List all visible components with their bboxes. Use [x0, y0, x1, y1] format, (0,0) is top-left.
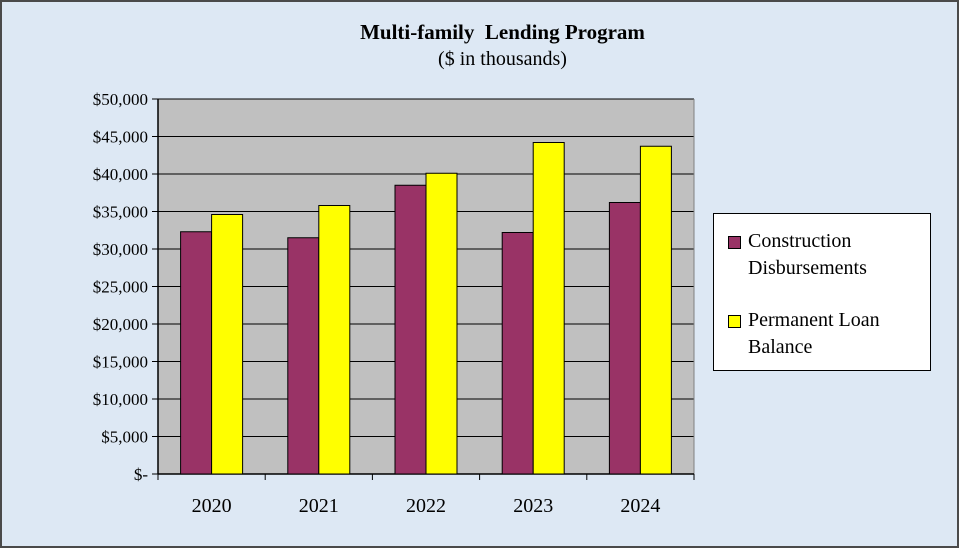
bar-construction	[394, 184, 427, 475]
legend: Construction Disbursements Permanent Loa…	[713, 213, 931, 371]
bar-permanent	[639, 145, 672, 475]
x-tick-label: 2022	[406, 495, 446, 517]
y-tick-label: $25,000	[93, 278, 148, 297]
bar-construction	[608, 202, 641, 475]
y-tick-label: $30,000	[93, 240, 148, 259]
y-tick-label: $40,000	[93, 165, 148, 184]
y-tick-label: $35,000	[93, 203, 148, 222]
y-tick-label: $5,000	[101, 428, 148, 447]
bar-construction	[287, 237, 320, 475]
bar-permanent	[211, 214, 244, 475]
bar-construction	[501, 232, 534, 475]
x-tick-label: 2021	[299, 495, 339, 517]
legend-label-construction: Construction Disbursements	[748, 230, 867, 279]
y-tick-label: $20,000	[93, 315, 148, 334]
y-tick-label: $-	[134, 465, 149, 484]
y-tick-label: $10,000	[93, 390, 148, 409]
legend-label-permanent: Permanent Loan Balance	[748, 309, 880, 358]
chart-title: Multi-family Lending Program	[360, 20, 645, 44]
y-tick-label: $45,000	[93, 128, 148, 147]
legend-swatch-construction	[728, 236, 741, 249]
legend-swatch-permanent	[728, 315, 741, 328]
y-tick-label: $50,000	[93, 90, 148, 109]
chart-subtitle: ($ in thousands)	[438, 48, 567, 70]
bar-permanent	[318, 205, 351, 475]
bar-permanent	[532, 142, 565, 475]
bar-permanent	[425, 172, 458, 475]
x-tick-label: 2023	[513, 495, 553, 517]
bar-construction	[180, 231, 213, 475]
x-tick-label: 2024	[620, 495, 660, 517]
y-tick-label: $15,000	[93, 353, 148, 372]
x-tick-label: 2020	[192, 495, 232, 517]
